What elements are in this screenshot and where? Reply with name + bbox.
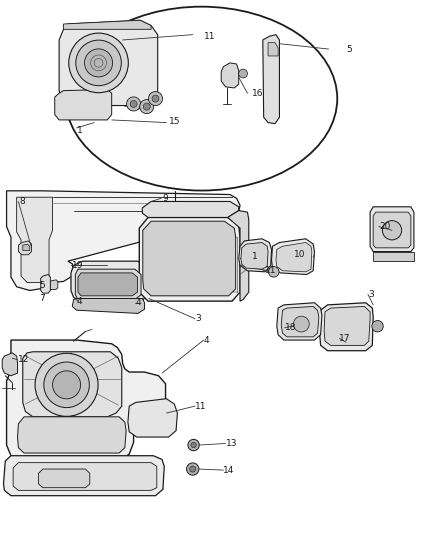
Polygon shape xyxy=(13,463,157,490)
Polygon shape xyxy=(281,306,319,337)
Text: 17: 17 xyxy=(339,334,351,343)
Polygon shape xyxy=(241,243,268,269)
Polygon shape xyxy=(59,20,158,106)
Text: 4: 4 xyxy=(204,336,209,344)
Polygon shape xyxy=(7,191,240,290)
Polygon shape xyxy=(49,280,58,289)
Circle shape xyxy=(35,353,98,416)
Polygon shape xyxy=(75,269,141,300)
Polygon shape xyxy=(17,197,53,282)
Polygon shape xyxy=(268,43,278,56)
Circle shape xyxy=(69,33,128,93)
Circle shape xyxy=(293,316,309,332)
Polygon shape xyxy=(239,239,272,272)
Polygon shape xyxy=(2,353,18,376)
Circle shape xyxy=(152,95,159,102)
Polygon shape xyxy=(263,35,279,124)
Polygon shape xyxy=(373,212,411,248)
Polygon shape xyxy=(324,306,370,345)
Polygon shape xyxy=(272,239,314,274)
Polygon shape xyxy=(71,261,147,303)
Circle shape xyxy=(143,103,150,110)
Circle shape xyxy=(76,40,121,86)
Text: 11: 11 xyxy=(204,32,215,41)
Text: 12: 12 xyxy=(18,356,29,364)
Polygon shape xyxy=(139,217,240,301)
Circle shape xyxy=(188,439,199,451)
Polygon shape xyxy=(78,273,138,296)
Polygon shape xyxy=(4,456,164,496)
Circle shape xyxy=(44,362,89,408)
Text: 5: 5 xyxy=(346,45,352,53)
Circle shape xyxy=(190,466,196,472)
Polygon shape xyxy=(18,241,32,255)
Polygon shape xyxy=(55,90,112,120)
Polygon shape xyxy=(277,303,322,340)
Circle shape xyxy=(85,49,113,77)
Circle shape xyxy=(382,221,402,240)
Polygon shape xyxy=(23,244,30,251)
Text: 1: 1 xyxy=(252,253,258,261)
Circle shape xyxy=(191,442,196,448)
Text: 11: 11 xyxy=(195,402,206,410)
Polygon shape xyxy=(39,469,90,488)
Polygon shape xyxy=(370,207,414,252)
Polygon shape xyxy=(18,417,126,453)
Text: 15: 15 xyxy=(169,117,180,126)
Polygon shape xyxy=(23,352,122,417)
Circle shape xyxy=(140,100,154,114)
Text: 19: 19 xyxy=(72,261,84,270)
Circle shape xyxy=(148,92,162,106)
Text: 1: 1 xyxy=(77,126,82,135)
Circle shape xyxy=(372,320,383,332)
Polygon shape xyxy=(128,399,177,437)
Text: 18: 18 xyxy=(285,324,296,332)
Polygon shape xyxy=(320,303,373,351)
Text: 20: 20 xyxy=(379,222,390,231)
Polygon shape xyxy=(142,201,239,217)
Text: 3: 3 xyxy=(195,314,201,323)
Text: 8: 8 xyxy=(20,197,25,206)
Polygon shape xyxy=(143,221,236,296)
Polygon shape xyxy=(228,211,249,301)
Text: 13: 13 xyxy=(226,439,237,448)
Polygon shape xyxy=(72,298,145,313)
Text: 3: 3 xyxy=(368,290,374,298)
Circle shape xyxy=(53,371,81,399)
Text: 4: 4 xyxy=(77,297,82,305)
Text: 14: 14 xyxy=(223,466,235,474)
Circle shape xyxy=(130,100,137,108)
Polygon shape xyxy=(221,63,239,88)
Circle shape xyxy=(127,97,141,111)
Text: 10: 10 xyxy=(293,251,305,259)
Text: 4: 4 xyxy=(136,298,141,307)
Circle shape xyxy=(187,463,199,475)
Text: 5: 5 xyxy=(39,281,45,289)
Text: 16: 16 xyxy=(252,89,263,98)
Text: 11: 11 xyxy=(265,266,276,275)
Text: 7: 7 xyxy=(39,294,45,303)
Circle shape xyxy=(239,69,247,78)
Polygon shape xyxy=(7,340,166,473)
Text: 9: 9 xyxy=(162,194,168,203)
Polygon shape xyxy=(41,274,50,293)
Bar xyxy=(373,252,414,261)
Ellipse shape xyxy=(66,7,337,191)
Circle shape xyxy=(268,266,279,277)
Polygon shape xyxy=(276,243,312,272)
Polygon shape xyxy=(64,20,151,29)
